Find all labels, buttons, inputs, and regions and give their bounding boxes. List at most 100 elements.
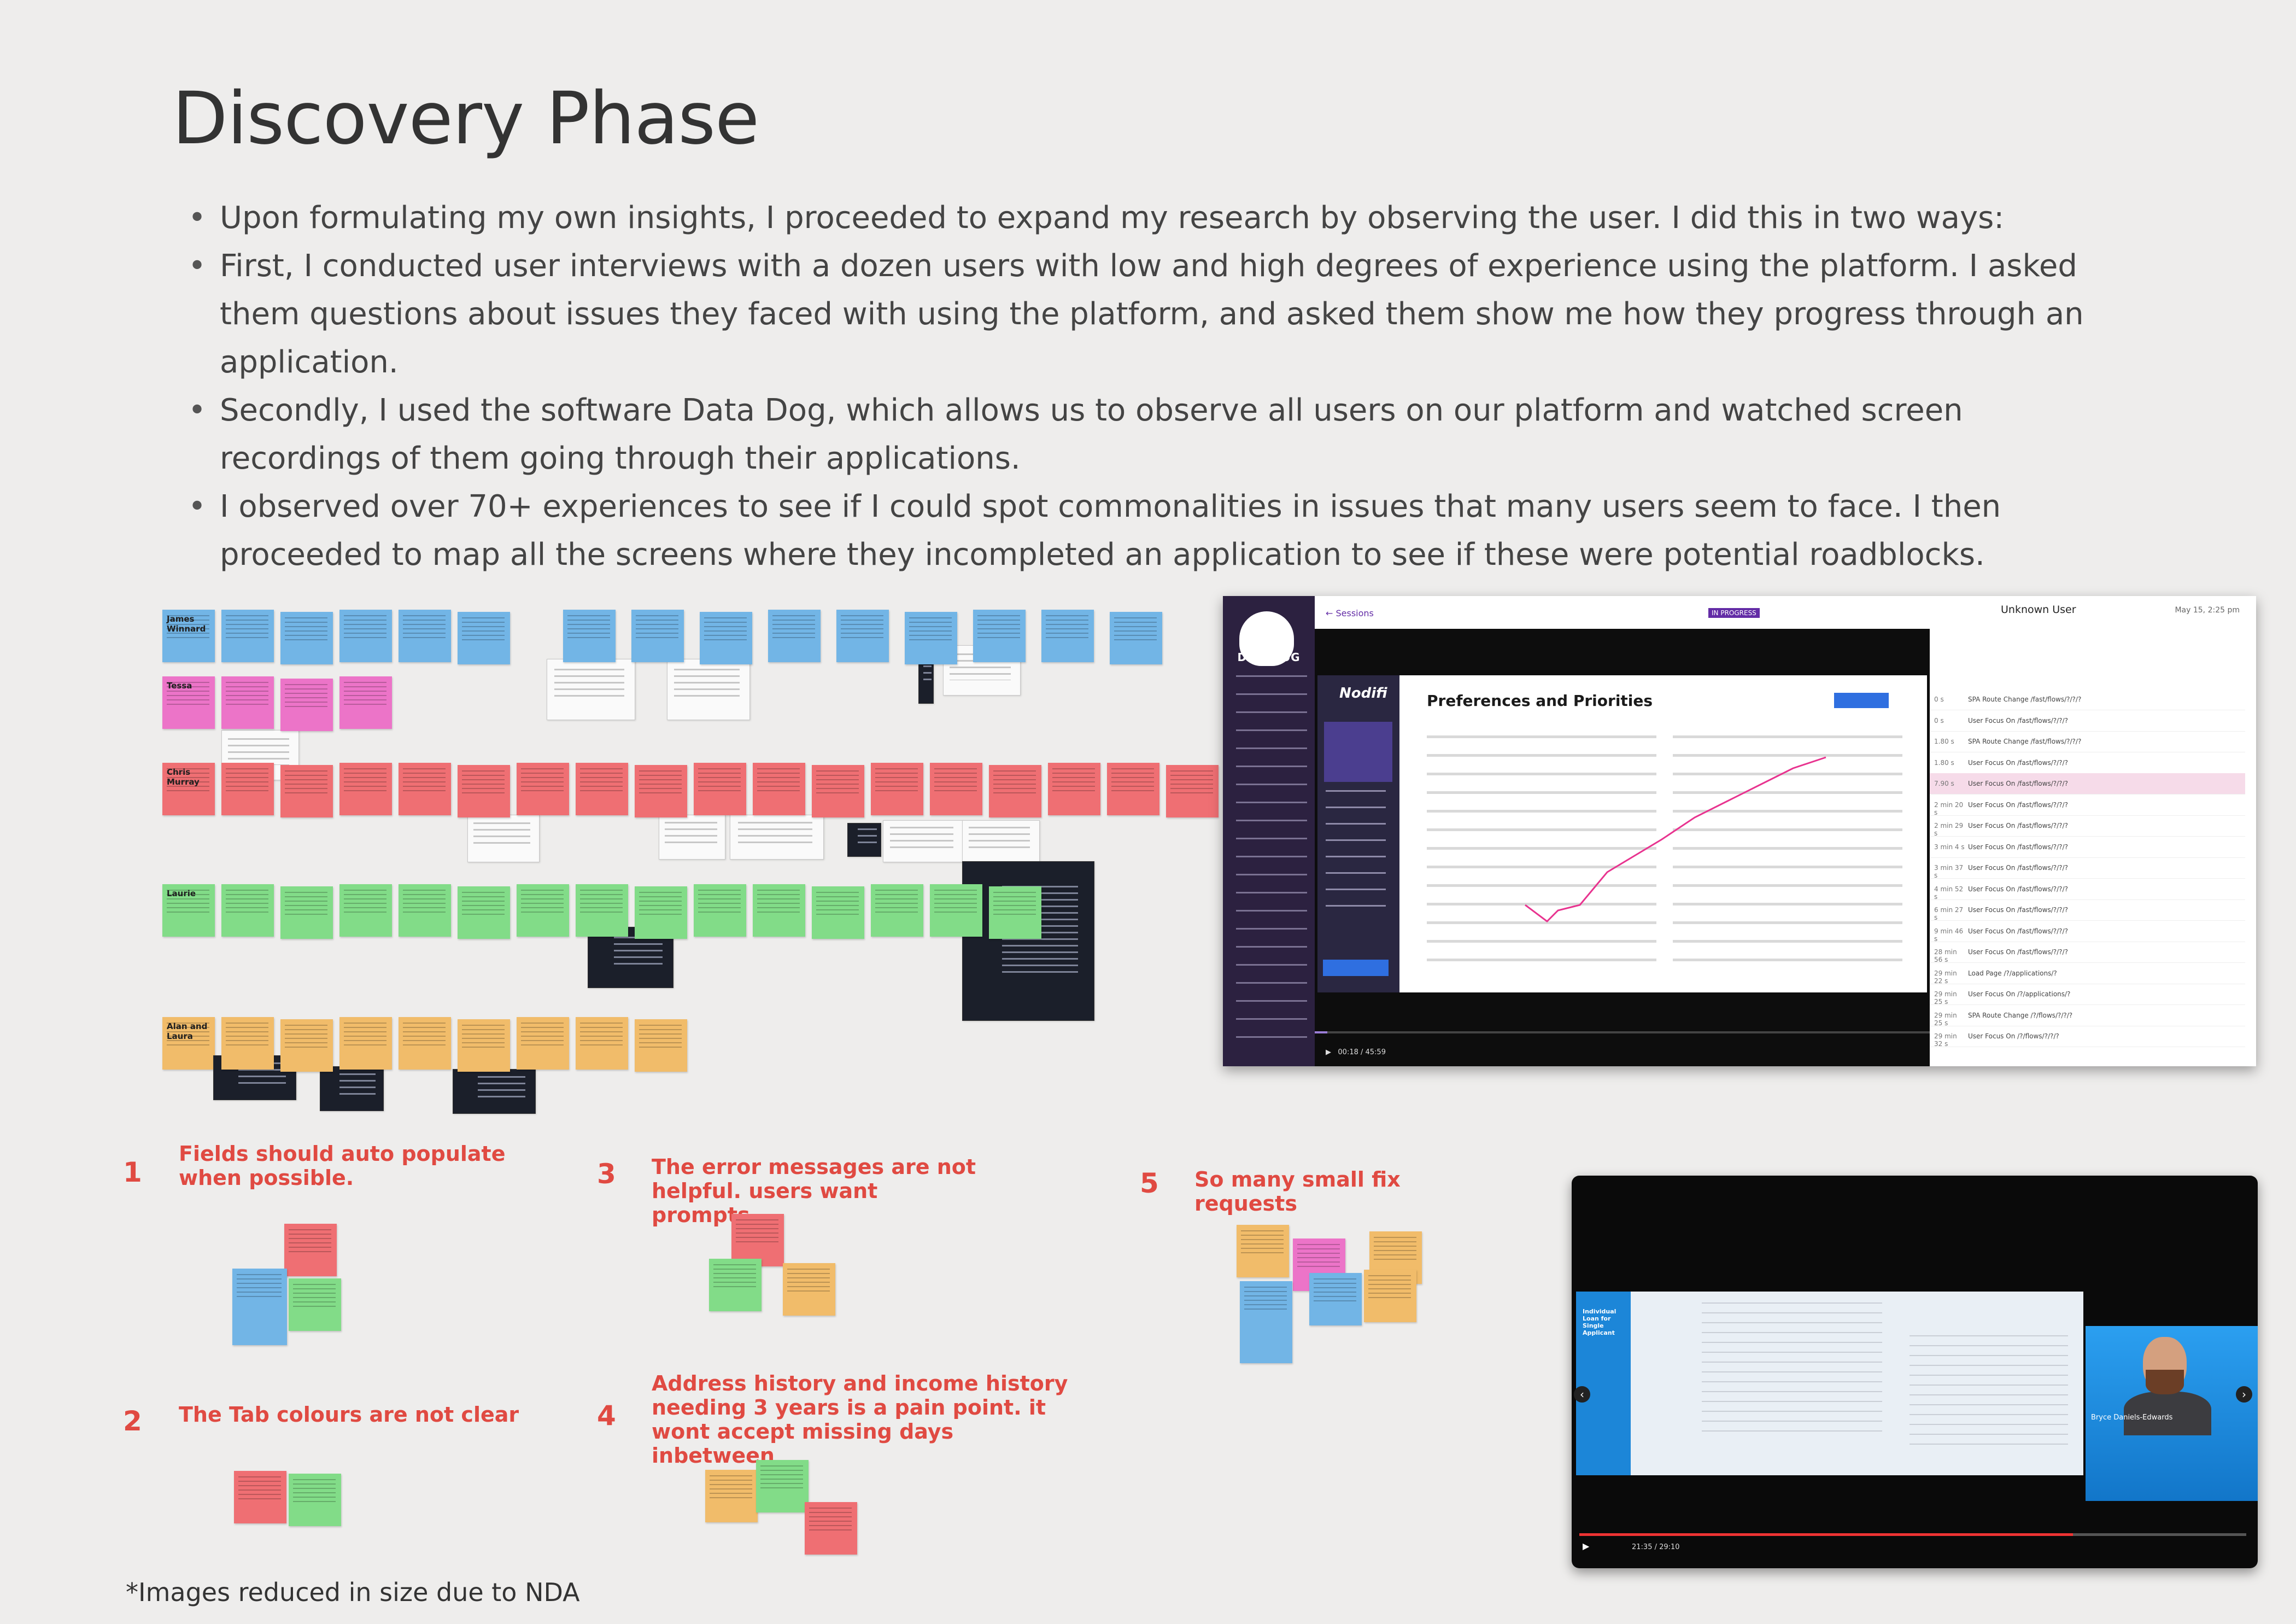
sticky-note bbox=[753, 884, 805, 937]
session-event-row[interactable]: 3 min 37 s User Focus On /fast/flows/?/?/… bbox=[1930, 857, 2245, 879]
app-save-button bbox=[1323, 960, 1389, 976]
event-time: 3 min 4 s bbox=[1934, 843, 1965, 851]
sticky-note bbox=[1107, 763, 1159, 815]
finding-text: Address history and income history needi… bbox=[652, 1371, 1068, 1468]
playback-progress[interactable] bbox=[1315, 1031, 1930, 1033]
chevron-left-icon[interactable]: ‹ bbox=[1574, 1386, 1590, 1403]
sticky-note bbox=[1364, 1270, 1416, 1322]
datadog-topbar: ← Sessions IN PROGRESS Unknown User May … bbox=[1315, 596, 2256, 629]
sticky-note bbox=[458, 765, 510, 817]
bullet-item: Upon formulating my own insights, I proc… bbox=[186, 194, 2132, 242]
sticky-note bbox=[339, 884, 392, 937]
finding-text: So many small fix requests bbox=[1194, 1167, 1401, 1216]
event-text: User Focus On /?/applications/? bbox=[1968, 990, 2071, 998]
participant-shirt bbox=[2124, 1392, 2211, 1435]
shared-app-sidebar: Individual Loan for Single Applicant bbox=[1576, 1292, 1631, 1475]
sticky-note bbox=[1166, 765, 1219, 817]
event-text: Load Page /?/applications/? bbox=[1968, 969, 2057, 977]
event-time: 29 min 32 s bbox=[1934, 1032, 1957, 1048]
session-event-row[interactable]: 0 s SPA Route Change /fast/flows/?/?/? bbox=[1930, 689, 2245, 710]
session-event-row[interactable]: 4 min 52 s User Focus On /fast/flows/?/?/… bbox=[1930, 879, 2245, 901]
event-text: User Focus On /fast/flows/?/?/? bbox=[1968, 885, 2068, 893]
screenshot-thumbnail bbox=[847, 823, 881, 857]
playback-time: ▶ 00:18 / 45:59 bbox=[1326, 1048, 1386, 1056]
event-time: 29 min 25 s bbox=[1934, 1011, 1957, 1027]
event-time: 0 s bbox=[1934, 696, 1944, 703]
sticky-note bbox=[284, 1224, 337, 1276]
recorded-app-frame: Nodifi Preferences and Priorities bbox=[1317, 675, 1927, 992]
sessions-back-link: ← Sessions bbox=[1326, 608, 1374, 618]
session-event-row[interactable]: 1.80 s User Focus On /fast/flows/?/?/? bbox=[1930, 752, 2245, 774]
sticky-note bbox=[232, 1269, 287, 1345]
session-event-row[interactable]: 29 min 25 s User Focus On /?/applications… bbox=[1930, 984, 2245, 1006]
sticky-note bbox=[221, 1017, 274, 1070]
video-call-screenshot: Individual Loan for Single Applicant Bry… bbox=[1572, 1176, 2258, 1568]
finding-number: 1 bbox=[123, 1156, 142, 1188]
sticky-note bbox=[280, 612, 333, 664]
page-title: Discovery Phase bbox=[172, 77, 759, 161]
sticky-note bbox=[731, 1214, 784, 1266]
play-icon[interactable]: ▶ bbox=[1583, 1541, 1590, 1551]
event-text: User Focus On /fast/flows/?/?/? bbox=[1968, 864, 2068, 872]
sticky-note bbox=[458, 1019, 510, 1072]
sticky-note bbox=[930, 884, 982, 937]
sticky-note bbox=[930, 763, 982, 815]
recorded-app-main: Preferences and Priorities bbox=[1399, 675, 1927, 992]
sticky-note bbox=[1237, 1225, 1289, 1277]
session-event-row[interactable]: 2 min 29 s User Focus On /fast/flows/?/?/… bbox=[1930, 815, 2245, 837]
session-event-row[interactable]: 7.90 s User Focus On /fast/flows/?/?/? bbox=[1930, 773, 2245, 795]
session-event-row[interactable]: 9 min 46 s User Focus On /fast/flows/?/?/… bbox=[1930, 921, 2245, 943]
session-event-row[interactable]: 0 s User Focus On /fast/flows/?/?/? bbox=[1930, 710, 2245, 732]
sticky-note bbox=[280, 679, 333, 731]
sticky-note bbox=[753, 763, 805, 815]
session-event-row[interactable]: 29 min 22 s Load Page /?/applications/? bbox=[1930, 963, 2245, 985]
sticky-note bbox=[1110, 612, 1162, 664]
event-time: 3 min 37 s bbox=[1934, 864, 1964, 879]
finding-text: Fields should auto populate when possibl… bbox=[179, 1142, 506, 1190]
sticky-note bbox=[705, 1470, 758, 1522]
sticky-note bbox=[399, 884, 451, 937]
participant-sticky: James Winnard bbox=[162, 610, 215, 662]
datadog-sidebar: DATADOG bbox=[1223, 596, 1315, 1066]
event-text: User Focus On /fast/flows/?/?/? bbox=[1968, 843, 2068, 851]
session-player: Nodifi Preferences and Priorities ▶ 00:1… bbox=[1315, 629, 1930, 1066]
sticky-note bbox=[280, 765, 333, 817]
form-column-left bbox=[1427, 735, 1656, 965]
shared-table bbox=[1702, 1302, 1882, 1434]
event-time: 1.80 s bbox=[1934, 758, 1954, 767]
session-event-row[interactable]: 28 min 56 s User Focus On /fast/flows/?/?… bbox=[1930, 942, 2245, 963]
sticky-note bbox=[280, 1019, 333, 1072]
sticky-note bbox=[517, 763, 569, 815]
app-form-title: Preferences and Priorities bbox=[1427, 692, 1653, 710]
session-event-row[interactable]: 3 min 4 s User Focus On /fast/flows/?/?/? bbox=[1930, 837, 2245, 858]
sticky-note bbox=[576, 763, 628, 815]
sticky-note bbox=[399, 610, 451, 662]
event-time: 28 min 56 s bbox=[1934, 948, 1957, 963]
bullet-item: I observed over 70+ experiences to see i… bbox=[186, 483, 2132, 579]
datadog-logo-icon bbox=[1239, 611, 1294, 666]
sticky-note bbox=[871, 884, 923, 937]
video-progress[interactable] bbox=[1579, 1533, 2246, 1536]
finding-text: The Tab colours are not clear bbox=[179, 1403, 519, 1427]
sticky-note bbox=[1240, 1281, 1292, 1363]
shared-screen: Individual Loan for Single Applicant bbox=[1576, 1292, 2083, 1475]
event-time: 2 min 29 s bbox=[1934, 822, 1964, 837]
sticky-note bbox=[635, 886, 687, 939]
participant-sticky: Chris Murray bbox=[162, 763, 215, 815]
sticky-note bbox=[1048, 763, 1100, 815]
event-time: 29 min 22 s bbox=[1934, 969, 1957, 985]
sticky-note bbox=[756, 1460, 809, 1512]
session-event-row[interactable]: 2 min 20 s User Focus On /fast/flows/?/?/… bbox=[1930, 795, 2245, 816]
session-event-row[interactable]: 29 min 32 s User Focus On /?/flows/?/?/? bbox=[1930, 1026, 2245, 1048]
nda-footnote: *Images reduced in size due to NDA bbox=[126, 1578, 580, 1607]
session-event-row[interactable]: 1.80 s SPA Route Change /fast/flows/?/?/? bbox=[1930, 731, 2245, 752]
screenshot-thumbnail bbox=[467, 815, 540, 862]
sticky-note bbox=[709, 1259, 762, 1311]
screenshot-thumbnail bbox=[320, 1066, 384, 1111]
participant-label: Chris Murray bbox=[167, 767, 200, 787]
session-event-row[interactable]: 29 min 25 s SPA Route Change /?/flows/?/?… bbox=[1930, 1005, 2245, 1027]
session-event-row[interactable]: 6 min 27 s User Focus On /fast/flows/?/?/… bbox=[1930, 899, 2245, 921]
sticky-note bbox=[221, 763, 274, 815]
chevron-right-icon[interactable]: › bbox=[2236, 1386, 2252, 1403]
status-badge: IN PROGRESS bbox=[1708, 608, 1760, 618]
